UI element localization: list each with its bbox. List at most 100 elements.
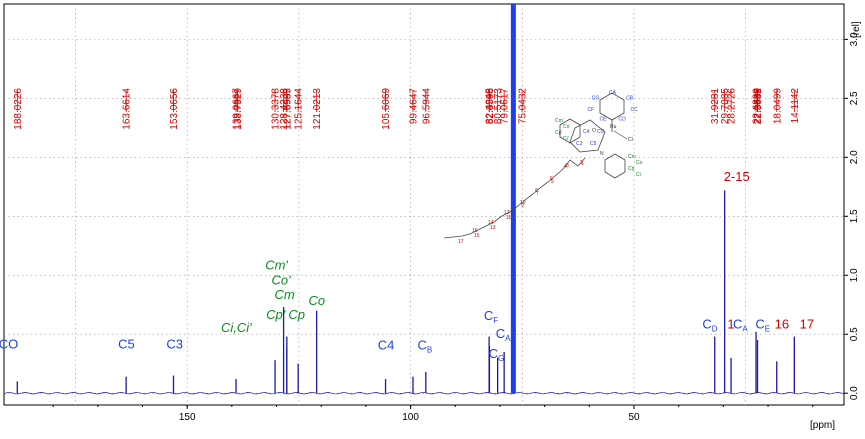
peak-assignment-label: C4 [378,338,395,353]
shift-label: 130.3378 [271,88,282,130]
peak-assignment-label: 17 [800,316,814,331]
shift-label: 139.0667 [232,88,243,130]
spectrum-baseline [3,392,845,395]
shift-label: 127.6995 [282,88,293,130]
arene-ring [599,92,625,121]
chain-number: 1 [581,161,584,167]
arene-carbon-label: CD [619,117,627,123]
ru-cl-bond [613,130,628,140]
y-tick-label: 0.0 [849,386,860,400]
chain-number: 9 [521,203,524,209]
phenyl-carbon-label: Co' [563,124,570,130]
chain-number: 4 [564,164,567,170]
shift-label: 75.0432 [518,88,529,125]
molecular-structure: RuCl1234567891011121314151617CACBCCCDCEC… [443,90,643,245]
shift-labels: 188.0226 163.6614 153.0656 139.0667138.7329… [13,88,801,130]
shift-label: 80.5173 [493,88,504,125]
peak-assignment-label: Ci,Ci' [221,320,252,335]
core-carbon-label: C5 [590,141,597,147]
peak-assignment-label: CE [755,316,770,333]
core-carbon-label: CO [597,129,605,135]
peak-assignment-label: CA [733,316,748,333]
shift-label: 138.7329 [233,88,244,130]
y-tick-label: 3.0 [849,32,860,46]
shift-label: 127.6987 [282,88,293,130]
chain-number: 13 [490,225,496,231]
phenyl-carbon-label: Cp' [555,130,562,136]
y-tick-label: 0.5 [849,327,860,341]
y-tick-label: 2.5 [849,91,860,105]
peak-assignment-label: CO [0,336,18,351]
shift-label: 28.2726 [727,88,738,125]
peak-assignment-label: Co [308,293,325,308]
axes: 150 100 50 3.0 2.5 2.0 1.5 1.0 0.5 0.0 [52,32,860,423]
chain-number: 11 [506,215,511,221]
shift-label: 121.0213 [312,88,323,130]
peak-assignment-label: Cm [274,287,294,302]
phenyl-carbon-label: Cm' [555,118,564,124]
shift-label: 79.0617 [500,88,511,125]
plot-frame [3,3,845,406]
x-tick-label: 50 [628,412,640,423]
y-tick-label: 1.5 [849,209,860,223]
chain-number: 14 [488,220,494,226]
chain-number: 16 [472,228,478,234]
phenyl-ring-2 [604,153,626,179]
shift-label: 128.4238 [279,88,290,130]
peak-assignment-label: CD [702,316,717,333]
alkyl-chain [443,157,586,239]
nitrogen-label: N [600,151,604,157]
arene-carbon-label: CG [592,95,600,101]
grid-layer [4,4,844,405]
peak-assignment-label: C3 [166,336,183,351]
peak-assignment-label: CG [489,346,505,363]
shift-label: 14.1142 [790,88,801,124]
chain-number: 8 [535,188,538,194]
arene-carbon-label: CB [626,95,634,101]
shift-label: 22.3439 [753,88,764,125]
peak-assignment-label: CA [496,326,511,343]
peak-assignment-label: 2-15 [724,169,750,184]
shift-label: 82.3598 [485,88,496,125]
shift-label: 153.0656 [169,88,180,130]
x-tick-label: 100 [402,412,419,423]
peak-assignment-label: Cp [288,307,305,322]
shift-label: 82.4245 [485,88,496,125]
arene-carbon-label: CC [630,107,638,113]
spectrum-layer [3,4,845,395]
phenyl-carbon-label: Ci [636,172,641,178]
chain-number: 12 [504,210,510,216]
peak-assignment-label: Cp' [266,307,286,322]
phenyl-carbon-label: Cm [628,154,636,160]
arene-carbon-label: CF [588,107,595,113]
ru-label: Ru [610,124,617,130]
shift-label: 22.6899 [752,88,763,125]
phenyl-ring-1 [559,118,581,144]
chain-number: 5 [551,179,554,185]
shift-label: 188.0226 [13,88,24,130]
x-tick-label: 150 [179,412,196,423]
peak-assignment-label: CB [418,338,433,355]
chain-number: 10 [520,200,526,206]
shift-label: 99.4647 [408,88,419,125]
shift-label: 18.0499 [772,88,783,125]
chain-number: 2 [580,160,583,166]
chain-number: 6 [550,176,553,182]
y-tick-label: 1.0 [849,268,860,282]
shift-label: 31.9281 [710,88,721,125]
peak-assignment-label: Cm' [265,257,288,272]
chain-number: 3 [566,163,569,169]
peak-assignment-label: CF [484,308,498,325]
shift-label: 22.3542 [753,88,764,125]
core-carbon-label: C3 [576,141,583,147]
chain-number: 15 [474,233,480,239]
oxygen-label: O [592,128,596,134]
shift-label: 96.5944 [421,88,432,125]
core-carbon-label: C4 [583,129,590,135]
shift-label: 163.6614 [122,88,133,130]
arene-carbon-label: CE [599,117,607,123]
cl-label: Cl [628,137,633,143]
phenyl-carbon-label: Ci' [563,136,569,142]
